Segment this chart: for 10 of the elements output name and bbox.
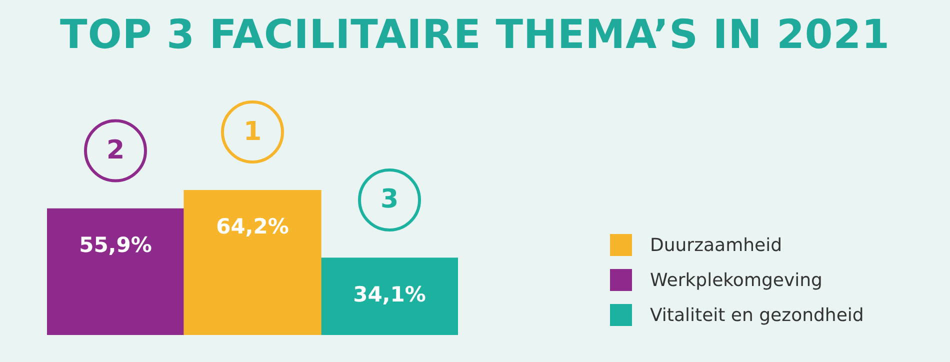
text: 1 [243,116,262,147]
legend-label: Duurzaamheid [650,234,782,256]
data-label: 55,9% [79,233,152,258]
data-label: 34,1% [353,282,426,306]
data-label: 64,2% [216,214,289,238]
legend-label: Vitaliteit en gezondheid [650,304,864,326]
annotation: 3 [380,184,399,215]
chart-title: TOP 3 FACILITAIRE THEMA’S IN 2021 [59,12,891,58]
legend-label: Werkplekomgeving [650,270,822,290]
text: 2 [106,135,125,166]
